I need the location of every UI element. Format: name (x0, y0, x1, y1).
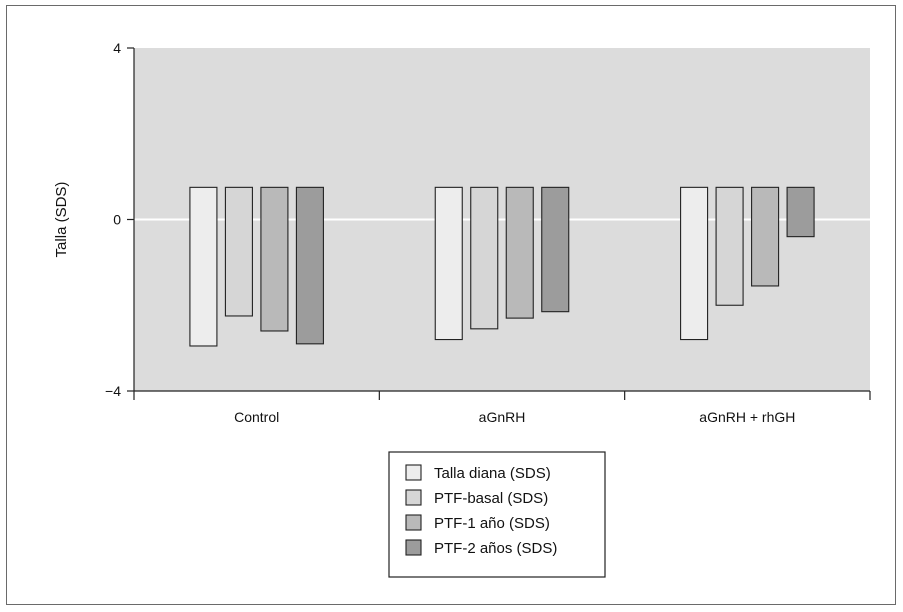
figure-frame (6, 5, 896, 605)
bar (541, 186, 570, 313)
bar (751, 186, 780, 287)
y-tick-label: 0 (113, 212, 121, 228)
legend-swatch (405, 514, 422, 531)
legend-label: PTF-1 año (SDS) (434, 515, 550, 532)
bar (260, 186, 289, 332)
legend-swatch (405, 489, 422, 506)
bar (224, 186, 253, 317)
y-tick-label: 4 (113, 40, 121, 56)
legend-swatch (405, 539, 422, 556)
bar (295, 186, 324, 345)
legend-label: Talla diana (SDS) (434, 465, 551, 482)
bar (680, 186, 709, 341)
bar (505, 186, 534, 319)
legend-swatch (405, 464, 422, 481)
bar (189, 186, 218, 347)
x-tick-label: aGnRH (479, 409, 526, 425)
legend-label: PTF-2 años (SDS) (434, 540, 557, 557)
legend-box (388, 451, 606, 578)
x-tick-label: Control (234, 409, 279, 425)
bar (434, 186, 463, 341)
legend: Talla diana (SDS) PTF-basal (SDS) PTF-1 añ… (388, 451, 606, 578)
bar (786, 186, 815, 238)
y-tick-label: −4 (105, 383, 121, 399)
y-axis-title: Talla (SDS) (53, 182, 70, 258)
bar (470, 186, 499, 330)
legend-label: PTF-basal (SDS) (434, 490, 548, 507)
x-tick-label: aGnRH + rhGH (699, 409, 795, 425)
bar (715, 186, 744, 306)
